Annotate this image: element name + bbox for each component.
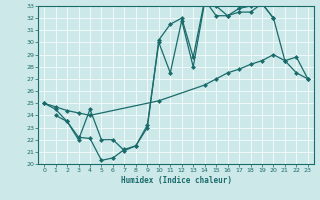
- X-axis label: Humidex (Indice chaleur): Humidex (Indice chaleur): [121, 176, 231, 185]
